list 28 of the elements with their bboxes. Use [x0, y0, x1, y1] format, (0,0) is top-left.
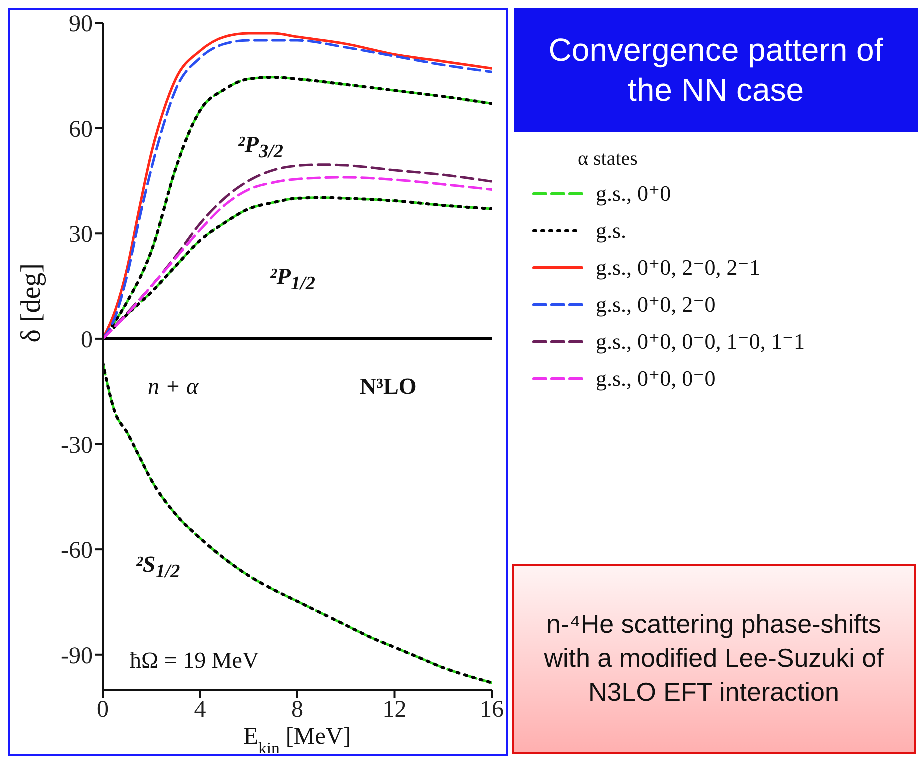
legend-label: g.s.	[596, 218, 627, 244]
y-tick-label: -90	[61, 643, 93, 670]
annotation: ħΩ = 19 MeV	[130, 648, 260, 674]
legend-label: g.s., 0⁺0	[596, 180, 672, 206]
y-tick-label: -60	[61, 538, 93, 564]
y-axis-title: δ [deg]	[16, 264, 47, 343]
annotation: ²P$_{1/2}$	[270, 264, 316, 296]
legend-label: g.s., 0⁺0, 0⁻0	[596, 366, 716, 392]
annotation: N³LO	[360, 374, 417, 400]
x-tick-label: 4	[194, 697, 206, 724]
legend-label: g.s., 0⁺0, 2⁻0	[596, 292, 716, 318]
legend-label: g.s., 0⁺0, 0⁻0, 1⁻0, 1⁻1	[596, 328, 806, 354]
x-tick-label: 12	[382, 697, 407, 724]
y-tick-label: 60	[69, 116, 93, 143]
y-tick-label: 30	[69, 222, 93, 248]
x-tick-label: 16	[480, 697, 504, 724]
legend-label: g.s., 0⁺0, 2⁻0, 2⁻1	[596, 254, 760, 280]
text: Convergence pattern of the NN case	[514, 8, 918, 132]
annotation: ²S$_{1/2}$	[136, 552, 180, 584]
text: n-⁴He scattering phase-shifts with a modified Lee-Suzuki of N3LO EFT interaction	[512, 564, 916, 754]
y-tick-label: 0	[81, 327, 93, 354]
y-tick-label: 90	[69, 12, 93, 38]
x-tick-label: 8	[292, 697, 304, 724]
y-tick-label: -30	[61, 432, 93, 459]
annotation: ²P$_{3/2}$	[238, 132, 284, 164]
legend-title: α states	[578, 148, 639, 171]
annotation: n + α	[148, 374, 199, 400]
x-tick-label: 0	[97, 697, 109, 724]
